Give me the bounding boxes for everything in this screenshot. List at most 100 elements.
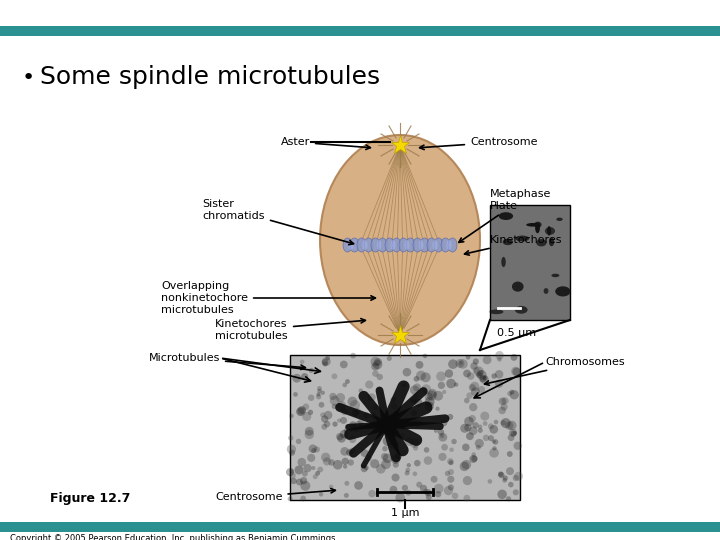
Circle shape: [322, 357, 330, 366]
Circle shape: [505, 421, 513, 430]
Circle shape: [506, 467, 514, 475]
Circle shape: [462, 460, 471, 469]
Circle shape: [416, 370, 426, 381]
Circle shape: [514, 472, 523, 481]
Circle shape: [316, 394, 321, 400]
Circle shape: [425, 401, 434, 411]
Circle shape: [410, 399, 415, 403]
Circle shape: [363, 412, 369, 419]
Circle shape: [340, 430, 348, 438]
Circle shape: [294, 465, 303, 475]
Circle shape: [329, 393, 337, 400]
Circle shape: [372, 404, 378, 410]
Circle shape: [318, 402, 325, 408]
Circle shape: [296, 438, 301, 444]
Circle shape: [456, 359, 464, 368]
Ellipse shape: [549, 238, 554, 246]
Circle shape: [469, 384, 476, 391]
Circle shape: [463, 369, 471, 377]
Circle shape: [510, 354, 518, 361]
Ellipse shape: [535, 222, 540, 233]
Circle shape: [337, 418, 341, 423]
Circle shape: [503, 475, 508, 481]
Ellipse shape: [427, 238, 436, 252]
Circle shape: [309, 444, 317, 453]
Ellipse shape: [390, 240, 395, 250]
Text: •: •: [22, 68, 35, 88]
Circle shape: [435, 491, 441, 497]
Circle shape: [460, 424, 469, 433]
Circle shape: [341, 458, 348, 465]
Bar: [0, 522, 720, 532]
Text: Chromosomes: Chromosomes: [485, 357, 625, 385]
Circle shape: [410, 397, 416, 403]
Ellipse shape: [490, 309, 503, 314]
Bar: [290, 355, 520, 500]
Circle shape: [323, 361, 328, 367]
Circle shape: [370, 459, 379, 468]
Circle shape: [320, 390, 325, 395]
Circle shape: [291, 478, 297, 484]
Circle shape: [315, 471, 320, 476]
Circle shape: [402, 383, 407, 388]
Circle shape: [381, 453, 388, 460]
Circle shape: [480, 375, 489, 384]
Circle shape: [510, 390, 514, 395]
Circle shape: [438, 433, 447, 442]
Circle shape: [321, 453, 330, 462]
Circle shape: [423, 489, 428, 494]
Circle shape: [330, 396, 340, 406]
Circle shape: [413, 471, 417, 476]
Circle shape: [473, 359, 479, 364]
Circle shape: [464, 397, 469, 403]
Circle shape: [298, 406, 306, 414]
Circle shape: [466, 355, 470, 360]
Circle shape: [410, 409, 418, 416]
Circle shape: [395, 493, 405, 503]
Circle shape: [436, 372, 446, 381]
Circle shape: [414, 460, 420, 467]
Circle shape: [343, 464, 347, 469]
Circle shape: [480, 411, 490, 421]
Circle shape: [324, 411, 333, 420]
Circle shape: [513, 489, 519, 495]
Circle shape: [488, 435, 494, 441]
Text: Kinetochores: Kinetochores: [464, 235, 562, 255]
Text: Aster: Aster: [281, 137, 370, 150]
Text: Microtubules: Microtubules: [148, 353, 305, 369]
Circle shape: [509, 429, 517, 437]
Circle shape: [309, 368, 314, 373]
Circle shape: [449, 448, 454, 452]
Circle shape: [498, 407, 506, 414]
Circle shape: [482, 375, 487, 381]
Circle shape: [377, 374, 383, 380]
Circle shape: [297, 407, 306, 416]
Circle shape: [400, 434, 405, 438]
Ellipse shape: [420, 238, 429, 252]
Circle shape: [513, 475, 519, 481]
Circle shape: [369, 412, 377, 419]
Circle shape: [365, 381, 374, 389]
Circle shape: [420, 373, 431, 382]
Circle shape: [510, 431, 516, 436]
Circle shape: [428, 389, 437, 398]
Circle shape: [344, 493, 349, 498]
Circle shape: [371, 357, 380, 367]
Ellipse shape: [343, 238, 352, 252]
Ellipse shape: [499, 212, 513, 220]
Ellipse shape: [385, 238, 394, 252]
Circle shape: [345, 379, 350, 384]
Circle shape: [386, 414, 394, 421]
Circle shape: [364, 465, 369, 470]
Circle shape: [471, 387, 480, 396]
Circle shape: [341, 409, 348, 415]
Circle shape: [289, 414, 294, 418]
Circle shape: [300, 360, 305, 364]
Circle shape: [462, 443, 469, 451]
Ellipse shape: [362, 240, 367, 250]
Ellipse shape: [557, 218, 563, 221]
Circle shape: [312, 474, 318, 479]
Bar: [490, 205, 570, 320]
Ellipse shape: [418, 240, 423, 250]
Circle shape: [472, 455, 477, 462]
